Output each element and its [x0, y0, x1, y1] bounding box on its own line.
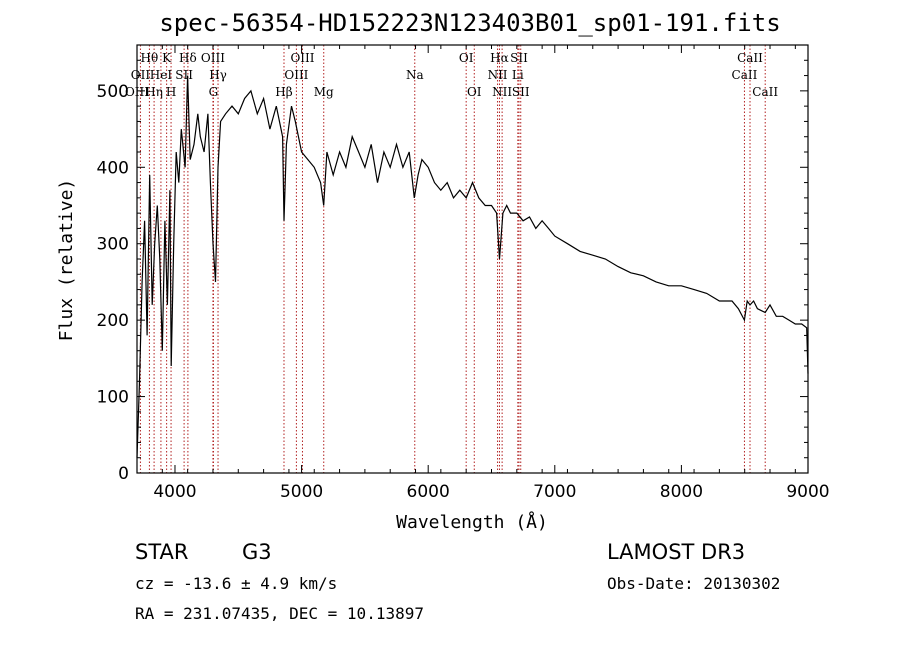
spectral-line-label: SII [175, 68, 193, 82]
x-tick-label: 6000 [407, 482, 450, 502]
x-tick-label: 4000 [153, 482, 196, 502]
redshift-label: cz = -13.6 ± 4.9 km/s [135, 574, 337, 593]
object-class-label: STAR [135, 540, 188, 564]
y-tick-label: 0 [118, 464, 129, 484]
spectral-line-markers [136, 45, 766, 473]
spectral-line-label: CaII [737, 51, 763, 65]
x-tick-label: 8000 [660, 482, 703, 502]
spectral-line-label: Hδ [179, 51, 197, 65]
spectral-line-label: Hγ [209, 68, 227, 82]
spectral-line-label: SII [512, 85, 530, 99]
spectral-line-label: Mg [314, 85, 334, 99]
y-tick-label: 500 [97, 82, 129, 102]
spectral-line-label: Hα [490, 51, 509, 65]
x-tick-label: 5000 [280, 482, 323, 502]
plot-frame [136, 44, 809, 474]
spectral-line-label: NII [492, 85, 512, 99]
y-axis-ticks: 0 100 200 300 400 500 [97, 59, 808, 484]
spectral-line-label: CaII [752, 85, 778, 99]
coords-label: RA = 231.07435, DEC = 10.13897 [135, 604, 424, 623]
spectral-line-label: CaII [732, 68, 758, 82]
spectral-line-label: OI [459, 51, 474, 65]
spectral-line-label: OI [467, 85, 482, 99]
y-tick-label: 300 [97, 235, 129, 255]
spectral-line-label: H [166, 85, 176, 99]
spectral-line-label: OII [131, 68, 151, 82]
spectral-line-label: Li [512, 68, 524, 82]
spectral-line-label: OIII [284, 68, 308, 82]
spectral-line-label: HeI [150, 68, 173, 82]
spectral-line-label: Hη [145, 85, 163, 99]
y-tick-label: 100 [97, 388, 129, 408]
subclass-label: G3 [242, 540, 272, 564]
x-tick-label: 7000 [533, 482, 576, 502]
spectral-line-label: K [162, 51, 172, 65]
spectral-line-label: Na [406, 68, 424, 82]
y-axis-label: Flux (relative) [56, 179, 77, 342]
spectral-line-label: G [209, 85, 219, 99]
spectral-line-label: NII [488, 68, 508, 82]
obs-date-label: Obs-Date: 20130302 [607, 574, 780, 593]
x-axis-label: Wavelength (Å) [396, 511, 548, 533]
x-tick-label: 9000 [786, 482, 829, 502]
spectral-line-label: Hθ [141, 51, 159, 65]
spectrum-series-line [136, 75, 809, 458]
spectral-line-label: Hβ [275, 85, 292, 99]
x-axis-ticks: 4000 5000 6000 7000 8000 9000 [136, 45, 830, 502]
spectral-line-label: SII [510, 51, 528, 65]
y-tick-label: 200 [97, 311, 129, 331]
y-tick-label: 400 [97, 158, 129, 178]
survey-label: LAMOST DR3 [607, 540, 745, 564]
chart-title: spec-56354-HD152223N123403B01_sp01-191.f… [159, 9, 780, 37]
spectral-line-label: OIII [290, 51, 314, 65]
spectral-line-label: OIII [201, 51, 225, 65]
